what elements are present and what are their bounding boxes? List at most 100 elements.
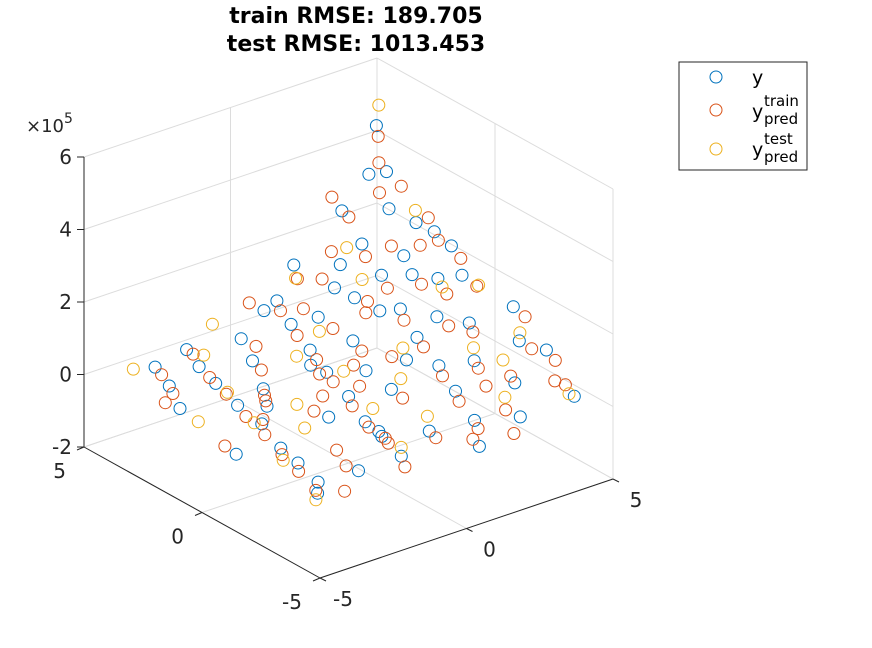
legend-item-ypred-train[interactable]: y train pred bbox=[709, 92, 799, 128]
point-ypred-train-47 bbox=[518, 310, 532, 324]
y-tick-mark-1 bbox=[194, 512, 203, 516]
point-ypred-train-65 bbox=[347, 358, 361, 372]
point-ypred-test-25 bbox=[290, 397, 304, 411]
point-y-12 bbox=[342, 390, 356, 403]
point-y-40 bbox=[311, 310, 325, 324]
point-ypred-train-71 bbox=[330, 443, 344, 457]
point-ypred-test-24 bbox=[355, 273, 369, 286]
point-y-17 bbox=[468, 413, 481, 427]
z-tick-label-3: 4 bbox=[59, 218, 72, 242]
x-tick-mark-2 bbox=[612, 478, 620, 483]
point-ypred-test-22 bbox=[394, 372, 408, 386]
point-ypred-train-8 bbox=[398, 460, 412, 474]
point-ypred-train-41 bbox=[249, 339, 263, 353]
y-tick-mark-0 bbox=[312, 577, 321, 582]
point-y-46 bbox=[539, 343, 553, 357]
point-ypred-train-58 bbox=[394, 179, 408, 193]
point-ypred-train-79 bbox=[507, 427, 521, 440]
point-ypred-train-2 bbox=[275, 448, 289, 462]
grid bbox=[83, 57, 614, 579]
point-y-23 bbox=[355, 237, 369, 251]
point-ypred-train-50 bbox=[242, 296, 256, 310]
point-ypred-train-26 bbox=[470, 279, 484, 293]
x-tick-mark-1 bbox=[466, 528, 473, 532]
point-ypred-test-19 bbox=[420, 409, 434, 423]
point-y-5 bbox=[231, 398, 245, 412]
data-markers bbox=[126, 98, 581, 507]
point-y-3 bbox=[274, 441, 288, 455]
z-exponent-power: 5 bbox=[64, 111, 73, 127]
point-ypred-train-78 bbox=[256, 413, 270, 426]
point-ypred-test-6 bbox=[366, 402, 380, 415]
point-ypred-test-28 bbox=[191, 415, 205, 429]
point-ypred-test-8 bbox=[312, 324, 326, 338]
point-y-32 bbox=[162, 379, 176, 393]
y-tick-label-1: 0 bbox=[171, 525, 184, 549]
point-ypred-test-18 bbox=[298, 421, 312, 435]
point-y-52 bbox=[352, 464, 365, 478]
point-ypred-train-69 bbox=[307, 404, 321, 418]
point-ypred-train-51 bbox=[254, 363, 268, 377]
point-ypred-train-33 bbox=[355, 344, 369, 358]
point-ypred-train-49 bbox=[361, 295, 374, 308]
point-ypred-train-12 bbox=[326, 375, 340, 389]
point-ypred-train-37 bbox=[431, 233, 445, 247]
point-y-14 bbox=[303, 343, 317, 357]
point-y-34 bbox=[462, 316, 476, 330]
point-y-38 bbox=[431, 272, 445, 285]
point-y-16 bbox=[270, 294, 284, 308]
legend-label-ypred-test-base: y bbox=[752, 139, 763, 161]
point-y-30 bbox=[384, 382, 398, 396]
grid-z-sidewall-2 bbox=[376, 202, 614, 335]
point-y-50 bbox=[257, 304, 271, 318]
point-ypred-train-7 bbox=[186, 347, 200, 361]
grid-z-sidewall-1 bbox=[376, 275, 614, 407]
point-ypred-test-26 bbox=[290, 349, 304, 363]
legend-item-ypred-test[interactable]: y test pred bbox=[709, 130, 798, 166]
point-ypred-train-14 bbox=[290, 329, 304, 342]
point-y-44 bbox=[513, 410, 527, 424]
point-y-13 bbox=[320, 365, 334, 379]
point-ypred-test-4 bbox=[197, 348, 211, 362]
point-ypred-train-20 bbox=[397, 313, 411, 327]
point-ypred-train-31 bbox=[259, 394, 273, 408]
point-y-28 bbox=[508, 376, 522, 390]
point-y-41 bbox=[234, 332, 248, 346]
point-ypred-train-18 bbox=[436, 369, 449, 383]
z-tick-label-1: 0 bbox=[59, 363, 72, 387]
point-ypred-test-0 bbox=[309, 493, 323, 507]
point-ypred-train-21 bbox=[380, 281, 394, 295]
legend-label-ypred-test-sup: test bbox=[764, 130, 793, 148]
point-ypred-train-36 bbox=[371, 129, 385, 143]
grid-z-sidewall-4 bbox=[376, 57, 614, 190]
legend[interactable]: y y train pred y test pred bbox=[678, 61, 808, 171]
legend-item-y[interactable]: y bbox=[709, 67, 763, 89]
point-ypred-train-64 bbox=[155, 368, 169, 382]
point-y-37 bbox=[427, 225, 441, 239]
chart-title: train RMSE: 189.705 test RMSE: 1013.453 bbox=[227, 4, 485, 57]
point-ypred-train-38 bbox=[440, 287, 454, 301]
point-y-25 bbox=[512, 334, 526, 348]
point-ypred-test-11 bbox=[467, 341, 480, 355]
point-ypred-test-7 bbox=[337, 364, 351, 378]
grid-z-backwall-1 bbox=[83, 275, 378, 375]
point-ypred-train-59 bbox=[325, 190, 339, 204]
point-y-36 bbox=[369, 119, 383, 133]
point-ypred-test-5 bbox=[394, 440, 408, 454]
legend-marker-ypred-test bbox=[709, 142, 723, 156]
point-ypred-test-29 bbox=[496, 353, 510, 367]
point-ypred-train-44 bbox=[499, 403, 513, 417]
point-ypred-train-68 bbox=[315, 272, 329, 286]
point-ypred-train-0 bbox=[309, 483, 323, 497]
point-ypred-train-34 bbox=[466, 325, 480, 339]
point-ypred-train-60 bbox=[359, 306, 373, 320]
point-ypred-test-16 bbox=[396, 341, 410, 355]
point-y-0 bbox=[311, 486, 325, 500]
legend-label-ypred-test-sub: pred bbox=[764, 148, 798, 166]
point-ypred-train-56 bbox=[471, 361, 485, 375]
legend-marker-ypred-train bbox=[709, 103, 723, 117]
axes bbox=[76, 156, 620, 582]
point-y-15 bbox=[284, 317, 298, 331]
point-y-2 bbox=[291, 456, 305, 470]
